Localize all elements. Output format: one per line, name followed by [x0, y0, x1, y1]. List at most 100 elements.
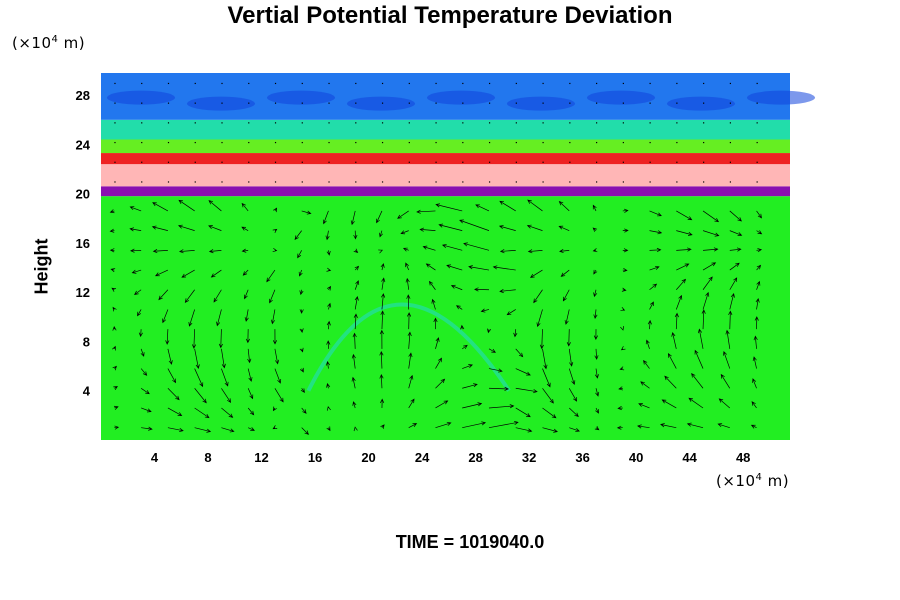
vector-dot: [596, 141, 598, 144]
vector-dot: [194, 82, 196, 85]
flow-arrow: [272, 329, 278, 345]
flow-arrow: [515, 427, 533, 433]
x-tick-label: 16: [308, 450, 322, 465]
vector-dot: [194, 122, 196, 124]
flow-arrow: [354, 295, 359, 310]
flow-arrow: [592, 248, 598, 253]
vector-dot: [328, 102, 330, 104]
flow-arrow: [617, 406, 623, 411]
flow-arrow: [111, 287, 117, 292]
vector-dot: [328, 82, 330, 85]
vector-dot: [274, 122, 277, 124]
vector-dot: [569, 161, 571, 163]
vector-dot: [141, 102, 143, 104]
flow-arrow: [649, 247, 662, 253]
flow-arrow: [221, 368, 229, 387]
vector-dot: [274, 141, 277, 144]
flow-arrow: [593, 269, 598, 275]
vector-dot: [596, 102, 598, 104]
flow-arrow: [488, 348, 497, 353]
vector-dot: [221, 181, 223, 183]
flow-arrow: [381, 277, 386, 290]
flow-arrow: [676, 230, 693, 236]
flow-arrow: [241, 226, 249, 231]
flow-arrow: [353, 230, 358, 240]
vector-dot: [435, 141, 437, 144]
vector-dot: [114, 181, 116, 183]
flow-arrow: [640, 381, 650, 389]
flow-arrow: [750, 424, 757, 429]
flow-arrow: [753, 335, 758, 349]
vector-dot: [114, 141, 116, 144]
flow-arrow: [194, 427, 212, 433]
y-tick-label: 12: [76, 285, 90, 300]
vector-dot: [435, 161, 437, 163]
flow-arrow: [408, 374, 414, 389]
flow-arrow: [643, 359, 650, 369]
flow-arrow: [129, 227, 142, 232]
flow-arrow: [274, 348, 280, 365]
vector-dot: [381, 102, 384, 104]
flow-arrow: [488, 386, 509, 391]
flow-arrow: [221, 388, 232, 403]
vector-dot: [408, 122, 410, 124]
flow-arrow: [269, 289, 276, 304]
y-tick-label: 20: [76, 187, 90, 202]
vector-dot: [274, 181, 277, 183]
flow-arrow: [208, 225, 222, 231]
vector-dot: [301, 122, 303, 124]
flow-arrow: [327, 302, 332, 310]
vector-dot: [542, 102, 544, 104]
field-band-4: [101, 139, 790, 154]
y-tick-label: 16: [76, 236, 90, 251]
flow-arrow: [326, 340, 331, 349]
flow-arrow: [536, 309, 543, 328]
flow-arrow: [158, 289, 169, 301]
vector-dot: [649, 82, 651, 85]
vector-dot: [435, 82, 437, 85]
flow-arrow: [539, 329, 544, 350]
flow-arrow: [130, 248, 142, 253]
x-tick-label: 44: [682, 450, 697, 465]
upper-blob: [667, 96, 735, 111]
flow-arrow: [728, 310, 733, 330]
vector-dot: [301, 102, 303, 104]
flow-arrow: [178, 199, 195, 212]
flow-arrow: [475, 204, 490, 212]
flow-arrow: [594, 348, 599, 360]
flow-arrow: [191, 329, 197, 349]
vector-dot: [221, 161, 223, 163]
flow-arrow: [756, 210, 762, 219]
flow-arrow: [645, 339, 650, 349]
flow-arrow: [218, 329, 223, 349]
flow-arrow: [167, 407, 183, 416]
vector-dot: [462, 102, 464, 104]
flow-arrow: [247, 407, 255, 416]
vector-dot: [676, 102, 678, 104]
vector-dot: [729, 122, 731, 124]
flow-arrow: [380, 398, 385, 408]
flow-arrow: [110, 268, 116, 273]
flow-arrow: [675, 294, 683, 310]
flow-arrow: [113, 386, 118, 391]
flow-arrow: [649, 210, 662, 217]
flow-arrow: [686, 422, 704, 429]
flow-arrow: [408, 352, 413, 369]
flow-arrow: [131, 269, 142, 274]
vector-dot: [676, 82, 678, 85]
vector-dot: [221, 82, 223, 85]
flow-arrow: [462, 402, 483, 409]
flow-arrow: [112, 306, 117, 312]
flow-arrow: [499, 249, 516, 254]
vector-dot: [114, 122, 116, 124]
flow-arrow: [297, 250, 302, 259]
flow-arrow: [533, 289, 543, 304]
flow-arrow: [428, 280, 436, 290]
flow-arrow: [649, 265, 660, 271]
flow-arrow: [661, 399, 677, 409]
flow-arrow: [350, 210, 356, 226]
flow-arrow: [592, 204, 597, 212]
vector-dot: [274, 161, 277, 163]
flow-arrow: [459, 219, 490, 231]
vector-dot: [248, 122, 250, 124]
